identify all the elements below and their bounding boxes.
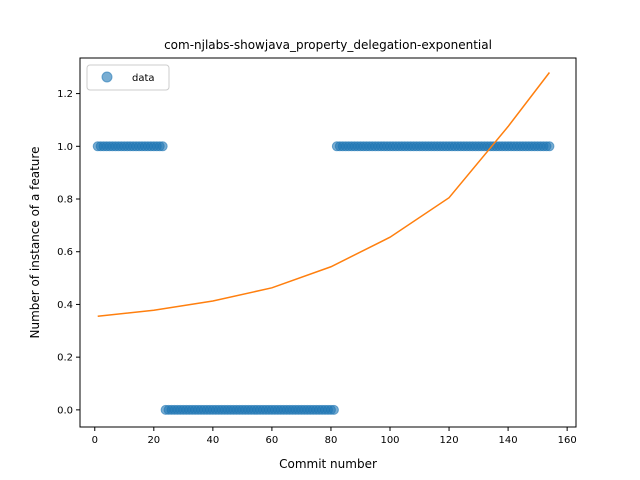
y-tick-label: 0.2: [57, 353, 73, 364]
legend-box: [87, 65, 169, 90]
x-tick-label: 100: [380, 435, 399, 446]
legend-marker-data: [102, 72, 112, 82]
y-axis-label: Number of instance of a feature: [28, 147, 42, 339]
y-tick-label: 0.0: [57, 405, 73, 416]
x-axis-label: Commit number: [279, 457, 377, 471]
y-tick-label: 0.4: [57, 300, 73, 311]
legend: data: [87, 65, 169, 90]
y-tick-label: 0.8: [57, 195, 73, 206]
x-tick-label: 120: [440, 435, 459, 446]
x-tick-label: 20: [147, 435, 160, 446]
data-point: [158, 142, 167, 151]
x-tick-label: 160: [558, 435, 577, 446]
data-point: [545, 142, 554, 151]
x-tick-label: 60: [266, 435, 279, 446]
x-tick-label: 80: [325, 435, 338, 446]
x-tick-label: 0: [92, 435, 98, 446]
data-point: [329, 405, 338, 414]
y-tick-label: 1.2: [57, 89, 73, 100]
x-tick-label: 40: [206, 435, 219, 446]
legend-label-data: data: [132, 73, 155, 84]
chart-title: com-njlabs-showjava_property_delegation-…: [164, 38, 492, 52]
y-tick-label: 0.6: [57, 247, 73, 258]
y-tick-label: 1.0: [57, 142, 73, 153]
x-tick-label: 140: [499, 435, 518, 446]
